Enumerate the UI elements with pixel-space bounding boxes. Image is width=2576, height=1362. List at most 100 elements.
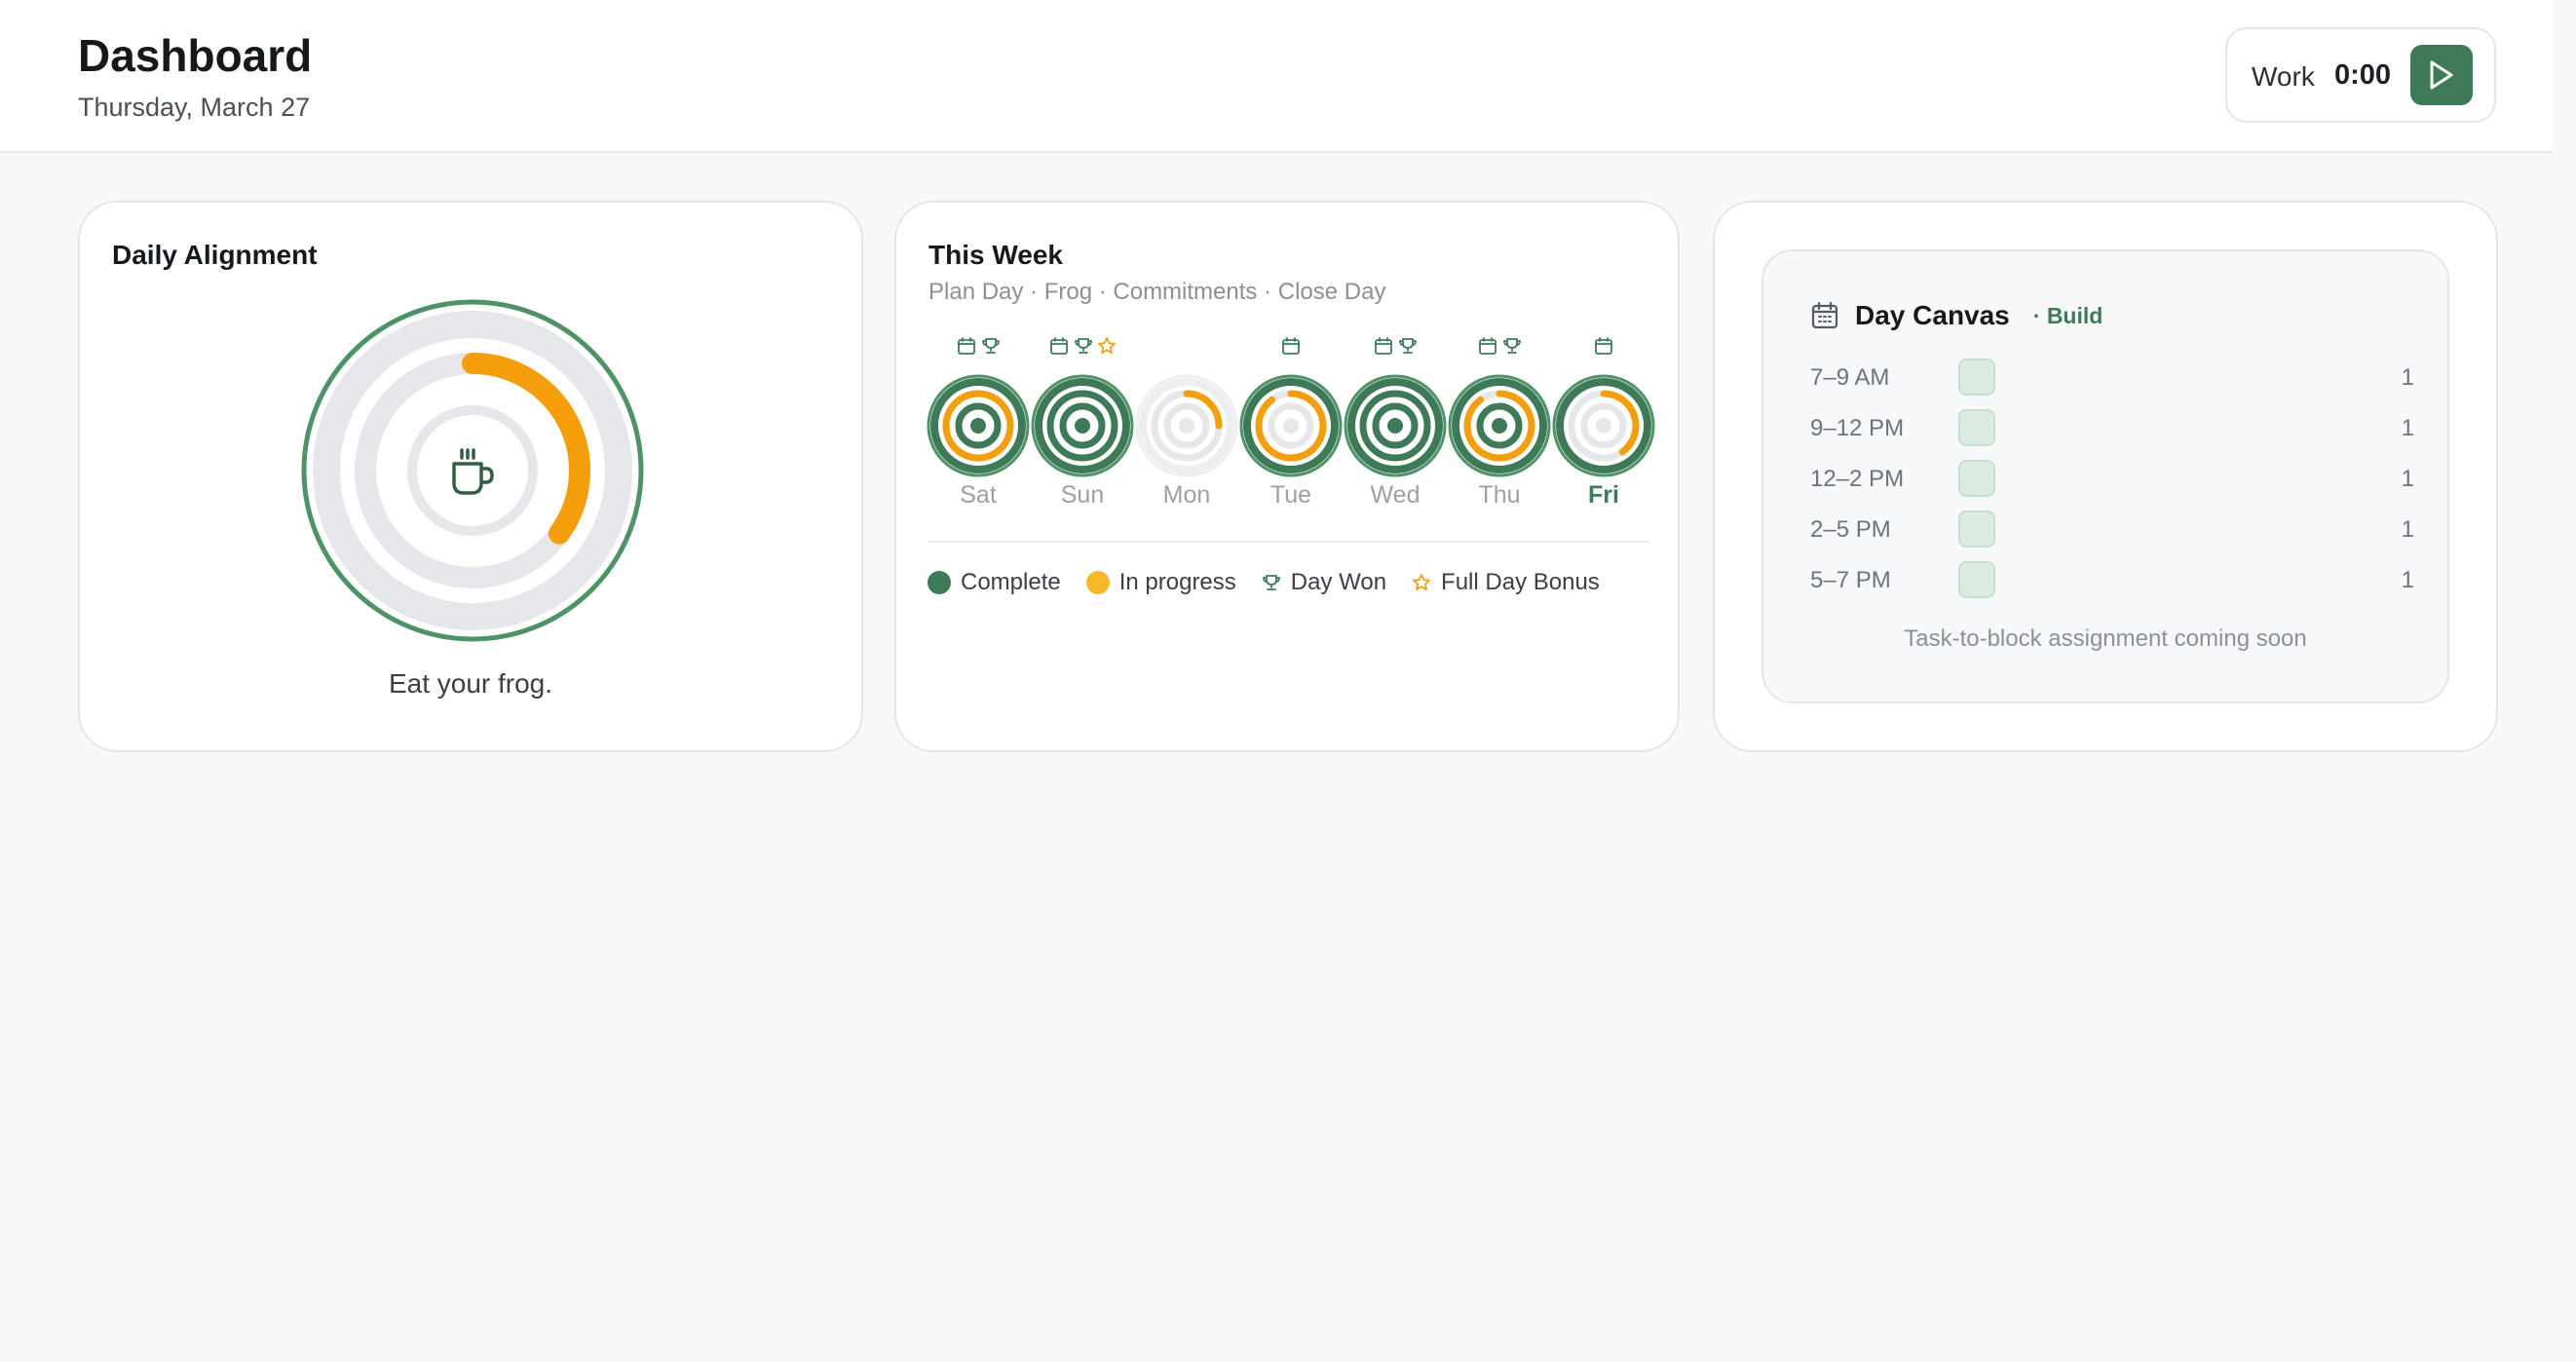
day-commitments-ring — [930, 378, 1026, 473]
day-plan-ring — [1372, 402, 1419, 449]
day-frog-arc — [1463, 390, 1535, 462]
time-block-cell[interactable] — [1958, 359, 1995, 396]
star-icon — [1412, 573, 1431, 592]
day-frog-arc — [1183, 390, 1223, 430]
legend-complete-label: Complete — [961, 569, 1061, 595]
alignment-track-inner — [407, 405, 538, 536]
legend-complete: Complete — [928, 569, 1061, 596]
coffee-cup-icon — [452, 448, 494, 495]
trophy-shape — [982, 338, 1000, 354]
calendar-icon — [1282, 337, 1300, 355]
calendar-icon — [1050, 337, 1068, 355]
calendar-body — [1375, 339, 1392, 355]
daily-alignment-title: Daily Alignment — [112, 240, 318, 270]
week-day-label: Wed — [1371, 481, 1421, 509]
star-shape — [1098, 337, 1116, 355]
calendar-icon — [1810, 301, 1839, 330]
time-block-label: 2–5 PM — [1810, 516, 1891, 543]
alignment-ring — [301, 299, 644, 642]
week-day-label: Thu — [1478, 481, 1520, 509]
week-day-label: Sun — [1061, 481, 1104, 509]
start-timer-button[interactable] — [2410, 45, 2473, 105]
time-block-count: 1 — [2401, 567, 2414, 593]
legend-full-day-bonus: Full Day Bonus — [1412, 569, 1600, 596]
trophy-icon — [1075, 338, 1092, 354]
trophy-shape — [1399, 338, 1417, 354]
time-block-label: 9–12 PM — [1810, 415, 1905, 441]
week-day-mon: Mon — [1135, 374, 1238, 509]
legend-day-won-label: Day Won — [1290, 569, 1387, 595]
timer-label: Work — [2252, 61, 2315, 92]
calendar-top — [1282, 337, 1300, 345]
time-block-count: 1 — [2401, 415, 2414, 441]
legend-in-progress-label: In progress — [1118, 569, 1236, 595]
week-day-fri: Fri — [1552, 337, 1655, 509]
trophy-shape — [1075, 338, 1092, 354]
legend-day-won: Day Won — [1262, 569, 1386, 596]
time-block-cell[interactable] — [1958, 561, 1995, 598]
week-day-wed: Wed — [1344, 337, 1447, 509]
day-plan-ring — [1580, 402, 1627, 449]
play-icon — [2430, 60, 2453, 90]
day-plan-ring — [955, 402, 1002, 449]
page-title: Dashboard — [78, 30, 313, 81]
week-day-tue: Tue — [1239, 337, 1343, 509]
time-block-cell[interactable] — [1958, 511, 1995, 548]
day-plan-ring — [1163, 402, 1210, 449]
day-frog-arc — [1600, 390, 1640, 456]
star-icon — [1098, 337, 1116, 355]
time-block-label: 12–2 PM — [1810, 466, 1905, 492]
this-week-subtitle: Plan Day · Frog · Commitments · Close Da… — [928, 279, 1386, 305]
calendar-top — [1375, 337, 1392, 345]
legend-full-day-bonus-label: Full Day Bonus — [1441, 569, 1600, 595]
week-day-label: Sat — [960, 481, 997, 509]
week-legend: Complete In progress Day Won Full Day Bo… — [928, 569, 1625, 596]
day-frog-arc — [1255, 390, 1327, 462]
alignment-track-outer — [313, 311, 632, 630]
trophy-icon — [1262, 573, 1281, 592]
calendar-icon — [958, 337, 975, 355]
time-block-count: 1 — [2401, 466, 2414, 492]
week-day-label: Tue — [1270, 481, 1311, 509]
trophy-icon — [1503, 338, 1521, 354]
complete-dot — [928, 571, 951, 594]
day-canvas-panel: Day Canvas · Build 7–9 AM 1 9–12 PM 1 12… — [1762, 249, 2449, 703]
time-block-row: 12–2 PM 1 — [1810, 460, 2414, 499]
day-center-dot — [970, 418, 986, 434]
work-timer: Work 0:00 — [2225, 27, 2496, 123]
week-day-thu: Thu — [1448, 337, 1551, 509]
time-block-row: 5–7 PM 1 — [1810, 561, 2414, 600]
day-plan-ring — [1059, 402, 1106, 449]
time-block-cell[interactable] — [1958, 460, 1995, 497]
week-day-label: Fri — [1588, 481, 1619, 509]
day-center-dot — [1492, 418, 1507, 434]
alignment-motto: Eat your frog. — [388, 668, 553, 699]
this-week-card: This Week Plan Day · Frog · Commitments … — [894, 201, 1680, 752]
timer-value: 0:00 — [2334, 59, 2392, 91]
legend-in-progress: In progress — [1085, 569, 1236, 596]
page-date: Thursday, March 27 — [78, 93, 311, 122]
day-center-dot — [1596, 418, 1611, 434]
day-commitments-ring — [1347, 378, 1443, 473]
day-plan-ring — [1268, 402, 1314, 449]
week-day-sat: Sat — [927, 337, 1030, 509]
calendar-icon — [1375, 337, 1392, 355]
time-block-count: 1 — [2401, 516, 2414, 543]
day-commitments-ring — [1139, 378, 1234, 473]
time-block-row: 7–9 AM 1 — [1810, 359, 2414, 397]
time-block-row: 9–12 PM 1 — [1810, 409, 2414, 448]
day-frog-arc — [942, 390, 1014, 462]
calendar-body — [1282, 339, 1300, 355]
day-canvas-card: Day Canvas · Build 7–9 AM 1 9–12 PM 1 12… — [1713, 201, 2498, 752]
time-block-count: 1 — [2401, 364, 2414, 391]
calendar-top — [1050, 337, 1068, 345]
week-rings: Sat Sun Mon Tue Wed Thu Fri — [927, 337, 1655, 543]
calendar-top — [1479, 337, 1496, 345]
calendar-body — [1050, 339, 1068, 355]
calendar-top — [958, 337, 975, 345]
this-week-title: This Week — [928, 240, 1063, 270]
time-block-cell[interactable] — [1958, 409, 1995, 446]
calendar-body — [1595, 339, 1612, 355]
day-center-dot — [1075, 418, 1090, 434]
in-progress-dot — [1085, 571, 1110, 594]
